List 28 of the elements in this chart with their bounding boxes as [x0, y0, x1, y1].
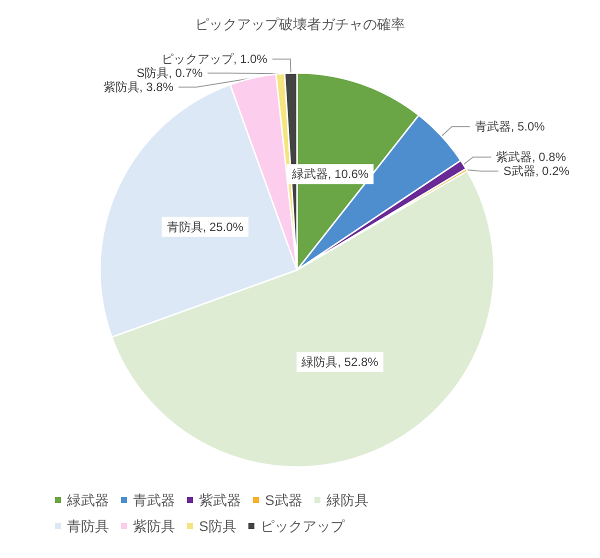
legend-label: ピックアップ: [260, 518, 346, 534]
slice-label: S防具: [136, 66, 169, 80]
legend-label: 青防具: [67, 518, 109, 534]
data-label: , 25.0%: [202, 220, 244, 234]
legend-label: S武器: [265, 492, 302, 508]
legend-label: 緑武器: [66, 492, 109, 508]
slice-label: ピックアップ: [161, 52, 234, 66]
legend-label: 青武器: [133, 492, 175, 508]
data-label: , 0.8%: [532, 150, 566, 164]
slice-label: 青防具: [166, 220, 203, 234]
data-label: , 52.8%: [338, 354, 379, 369]
slice-label: 紫防具: [103, 80, 140, 94]
data-label: , 5.0%: [510, 120, 546, 134]
chart-title: ピックアップ破壊者ガチャの確率: [195, 16, 405, 32]
legend-label: 緑防具: [325, 492, 368, 508]
slice-label: 紫武器: [496, 150, 532, 164]
slice-label: S武器: [503, 164, 536, 178]
legend-label: 紫武器: [199, 492, 241, 508]
data-label: , 10.6%: [328, 167, 369, 182]
legend-label: S防具: [199, 518, 236, 534]
data-label: , 0.7%: [168, 66, 203, 80]
data-label: , 0.2%: [535, 164, 570, 178]
slice-label: 青武器: [474, 120, 511, 134]
legend-label: 紫防具: [133, 518, 175, 534]
slice-label: 緑防具: [300, 354, 338, 369]
data-label: , 1.0%: [233, 52, 268, 66]
slice-label: 緑武器: [290, 167, 328, 182]
data-label: , 3.8%: [139, 80, 174, 94]
